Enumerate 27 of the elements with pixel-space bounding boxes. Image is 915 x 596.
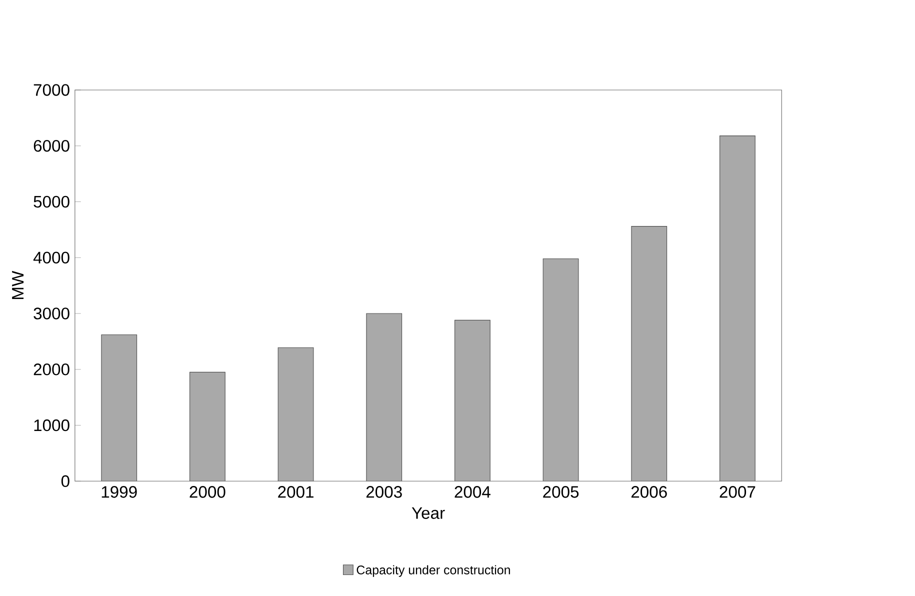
- x-tick-label: 2001: [278, 486, 314, 498]
- y-tick-label: 7000: [34, 84, 70, 96]
- bar: [101, 334, 138, 482]
- y-tick-label: 3000: [34, 308, 70, 320]
- x-tick-label: 2000: [190, 486, 226, 498]
- x-tick-label: 2003: [366, 486, 402, 498]
- y-tick-label: 4000: [33, 252, 70, 264]
- y-tick-label: 2000: [34, 364, 70, 376]
- y-tick-label: 6000: [34, 140, 70, 152]
- x-tick-label: 2006: [631, 486, 667, 498]
- bar: [366, 313, 402, 482]
- x-tick-label: 2004: [454, 486, 490, 498]
- bar: [278, 348, 314, 482]
- bar: [631, 226, 668, 482]
- bar: [454, 320, 490, 482]
- x-tick-label: 2005: [543, 486, 579, 498]
- y-tick-label: 1000: [34, 420, 70, 432]
- bar: [189, 372, 226, 482]
- bar: [720, 136, 756, 482]
- x-tick-label: 2007: [720, 486, 756, 498]
- y-tick-label: 5000: [34, 196, 70, 208]
- x-axis-title: Year: [412, 508, 445, 520]
- x-tick-label: 1999: [102, 486, 137, 498]
- legend-label: Capacity under construction: [356, 565, 510, 578]
- y-tick-label: 0: [61, 476, 70, 488]
- y-axis-title: MW: [12, 271, 24, 300]
- bar: [542, 258, 579, 482]
